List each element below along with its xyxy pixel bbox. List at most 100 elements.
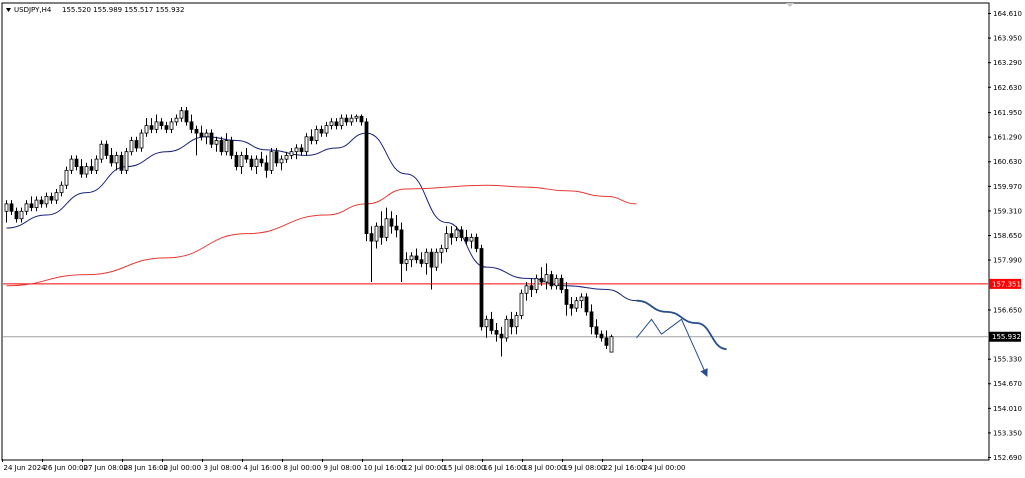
candle (454, 226, 459, 242)
candle (289, 147, 294, 160)
bear-candle-body (489, 318, 494, 331)
bull-candle-body (434, 251, 439, 268)
bear-candle-body (494, 330, 499, 335)
bull-candle-body (294, 147, 299, 153)
candle (539, 267, 544, 286)
candle (584, 293, 589, 316)
candle (209, 129, 214, 148)
bear-candle-body (249, 158, 254, 167)
candle (309, 129, 314, 145)
candle (469, 233, 474, 249)
bull-candle-body (174, 117, 179, 123)
y-tick-label: 154.010 (993, 405, 1022, 413)
bull-candle-body (504, 318, 509, 339)
candle (599, 330, 604, 342)
candle (139, 129, 144, 152)
price-label-text: 155.932 (992, 333, 1021, 341)
bull-candle-body (304, 136, 309, 153)
bear-candle-body (499, 333, 504, 339)
candle (394, 215, 399, 238)
bear-candle-body (264, 162, 269, 171)
bull-candle-body (99, 143, 104, 160)
forecast-trend-line[interactable] (636, 299, 727, 351)
bull-candle-body (4, 203, 9, 212)
candle (509, 311, 514, 335)
bear-candle-body (359, 115, 364, 123)
candle (194, 125, 199, 156)
x-tick-label: 22 Jul 16:00 (604, 464, 646, 472)
chart-shift-marker-icon[interactable] (786, 3, 794, 7)
bull-candle-body (34, 199, 39, 208)
bull-candle-body (314, 128, 319, 141)
bull-candle-body (609, 336, 614, 353)
plot-frame (1, 2, 990, 461)
bear-candle-body (79, 166, 84, 175)
bull-candle-body (469, 236, 474, 242)
bull-candle-body (409, 255, 414, 261)
bear-candle-body (594, 326, 599, 335)
bull-candle-body (524, 285, 529, 294)
candle (409, 252, 414, 268)
candle (414, 248, 419, 264)
candle (239, 151, 244, 175)
price-label-tag: 155.932 (989, 331, 1021, 342)
candle (494, 323, 499, 342)
bear-candle-body (244, 155, 249, 160)
bull-candle-body (339, 117, 344, 127)
candle (29, 196, 34, 212)
bull-candle-body (514, 315, 519, 328)
bull-candle-body (129, 140, 134, 153)
bear-candle-body (474, 236, 479, 249)
candle (34, 196, 39, 212)
candle (234, 151, 239, 171)
candle (389, 211, 394, 234)
x-tick-label: 8 Jul 00:00 (284, 464, 322, 472)
bull-candle-body (349, 117, 354, 123)
symbol-dropdown-icon[interactable] (6, 8, 11, 12)
bull-candle-body (579, 296, 584, 302)
candle (229, 136, 234, 160)
bull-candle-body (19, 210, 24, 220)
bull-candle-body (254, 158, 259, 167)
candle (249, 155, 254, 171)
candle (384, 207, 389, 242)
ohlc-readout: 155.520 155.989 155.517 155.932 (62, 6, 184, 14)
bull-candle-body (59, 184, 64, 194)
x-tick-label: 4 Jul 16:00 (244, 464, 282, 472)
candle (99, 140, 104, 163)
candle (499, 326, 504, 357)
bear-candle-body (74, 158, 79, 167)
y-tick-label: 155.330 (993, 356, 1022, 364)
bear-candle-body (479, 248, 484, 328)
y-tick-label: 153.350 (993, 429, 1022, 437)
candle (574, 296, 579, 312)
bear-candle-body (9, 203, 14, 212)
candle (79, 159, 84, 178)
candle (284, 151, 289, 163)
candle (74, 155, 79, 171)
candle (594, 319, 599, 338)
candle (179, 106, 184, 122)
candle (424, 248, 429, 275)
candle (324, 121, 329, 137)
bull-candle-body (444, 233, 449, 249)
y-tick-label: 161.290 (993, 134, 1022, 142)
forecast-path-arrow[interactable] (636, 318, 708, 378)
bear-candle-body (104, 143, 109, 156)
bear-candle-body (49, 195, 54, 201)
candle (269, 147, 274, 175)
candle (419, 252, 424, 268)
candle (19, 207, 24, 223)
y-tick-label: 154.670 (993, 380, 1022, 388)
candle (59, 181, 64, 197)
bear-candle-body (159, 121, 164, 127)
candle (349, 114, 354, 126)
price-axis[interactable]: 164.610 163.950 163.290 162.630 161.950 161.2… (988, 10, 1022, 462)
bull-candle-body (454, 229, 459, 238)
bear-candle-body (299, 147, 304, 153)
x-tick-label: 16 Jul 16:00 (484, 464, 526, 472)
